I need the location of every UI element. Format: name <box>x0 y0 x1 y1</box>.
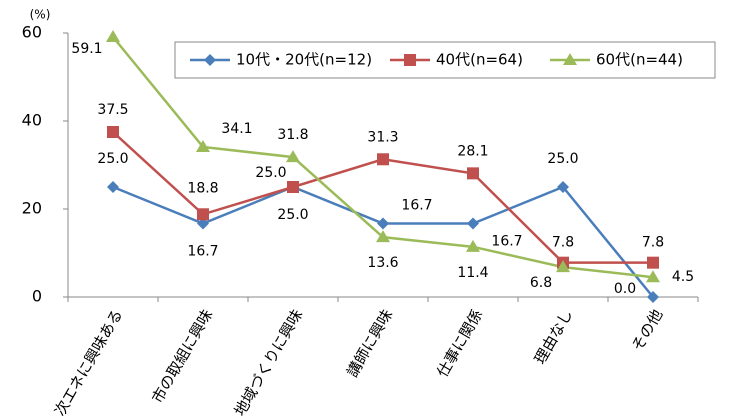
marker <box>197 217 209 230</box>
legend-marker <box>563 53 577 65</box>
data-label: 25.0 <box>97 151 128 167</box>
marker <box>377 153 389 166</box>
data-label: 31.8 <box>277 127 308 143</box>
marker <box>287 181 299 193</box>
marker <box>467 167 479 180</box>
x-tick-label: 次エネに興味ある <box>51 306 127 419</box>
legend-label: 40代(n=64) <box>436 51 523 69</box>
data-label: 25.0 <box>255 165 286 181</box>
marker <box>466 239 480 252</box>
data-label: 16.7 <box>491 234 522 250</box>
y-axis-unit: (%) <box>30 8 51 22</box>
data-label: 0.0 <box>614 281 636 297</box>
data-label: 59.1 <box>71 41 102 57</box>
marker <box>556 260 570 273</box>
legend-box <box>174 41 716 79</box>
y-tick-label: 40 <box>22 111 42 130</box>
legend-marker <box>404 54 416 66</box>
marker <box>107 126 119 138</box>
marker <box>647 256 659 269</box>
data-label: 28.1 <box>457 143 488 159</box>
marker <box>106 29 120 42</box>
marker <box>376 230 390 243</box>
marker <box>107 181 119 193</box>
y-tick-label: 20 <box>22 199 42 218</box>
data-label: 37.5 <box>97 102 128 118</box>
x-tick-label: その他 <box>628 306 666 354</box>
marker <box>196 139 210 152</box>
data-label: 34.1 <box>221 121 252 137</box>
x-tick-label: 講師に興味 <box>343 306 396 380</box>
data-label: 7.8 <box>552 235 574 251</box>
marker <box>377 217 389 230</box>
x-tick-label: 仕事に関係 <box>433 306 486 380</box>
data-label: 7.8 <box>642 235 664 251</box>
data-label: 16.7 <box>401 198 432 214</box>
data-label: 4.5 <box>672 269 694 285</box>
data-label: 11.4 <box>457 265 488 281</box>
data-label: 25.0 <box>277 207 308 223</box>
x-tick-label: 市の取組に興味 <box>148 306 216 406</box>
marker <box>557 181 569 193</box>
legend-label: 10代・20代(n=12) <box>236 51 372 69</box>
data-label: 13.6 <box>367 255 398 271</box>
data-label: 16.7 <box>187 244 218 260</box>
legend: 10代・20代(n=12) 40代(n=64) 60代(n=44) <box>174 41 716 79</box>
y-tick-label: 0 <box>32 287 42 306</box>
legend-label: 60代(n=44) <box>596 51 683 69</box>
y-tick-label: 60 <box>22 23 42 42</box>
marker <box>286 150 300 163</box>
data-label: 18.8 <box>187 180 218 196</box>
marker <box>197 208 209 221</box>
data-label: 31.3 <box>367 129 398 145</box>
marker <box>647 291 659 303</box>
data-label: 25.0 <box>547 151 578 167</box>
marker <box>646 270 660 283</box>
legend-marker <box>204 54 216 66</box>
x-tick-label: 理由なし <box>531 306 577 367</box>
data-label: 6.8 <box>530 275 552 291</box>
x-tick-label: 地域づくりに興味 <box>231 306 307 419</box>
marker <box>467 217 479 230</box>
